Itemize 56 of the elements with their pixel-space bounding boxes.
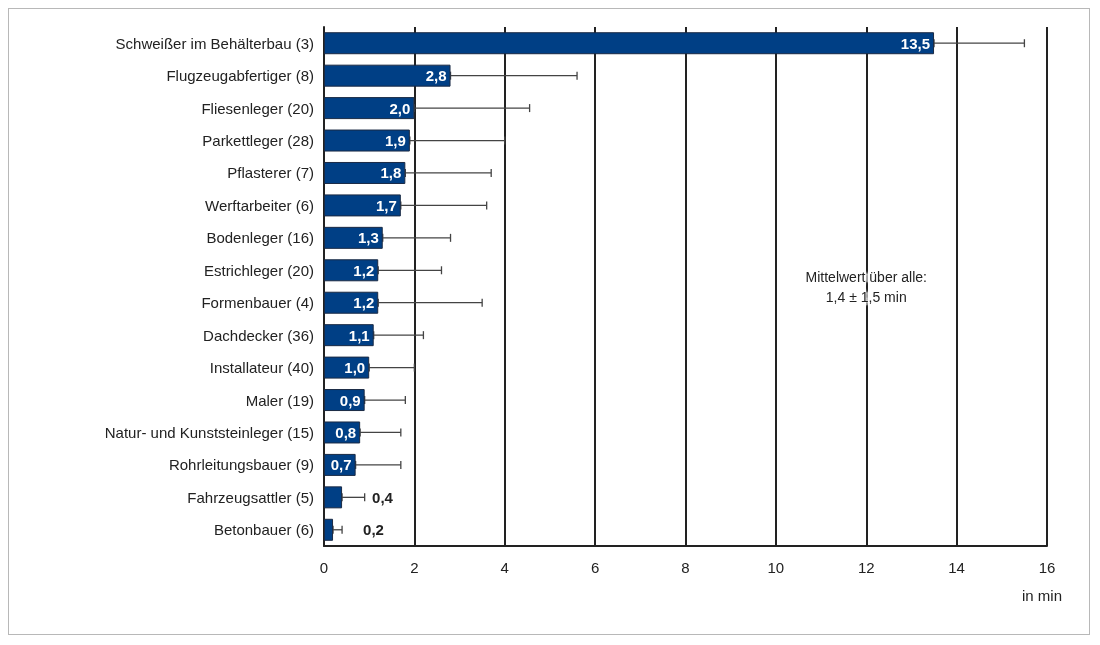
bar xyxy=(324,259,379,282)
x-tick-label: 6 xyxy=(590,559,600,576)
x-tick-label: 8 xyxy=(681,559,690,576)
y-tick-label: Estrichleger (20) xyxy=(203,261,314,279)
bar xyxy=(324,421,361,444)
data-label: 1,0 xyxy=(344,359,366,377)
y-tick-label: Maler (19) xyxy=(245,391,314,409)
y-tick-label: Fliesenleger (20) xyxy=(201,99,314,117)
y-tick-label: Parkettleger (28) xyxy=(202,132,314,150)
bar xyxy=(324,97,415,120)
data-label: 0,8 xyxy=(335,423,357,441)
x-tick-label: 0 xyxy=(319,559,329,576)
x-tick-label: 16 xyxy=(1038,559,1056,576)
y-tick-label: Dachdecker (36) xyxy=(203,326,314,344)
bar xyxy=(324,291,379,314)
y-tick-label: Flugzeugabfertiger (8) xyxy=(166,67,314,85)
y-tick-label: Pflasterer (7) xyxy=(227,164,314,182)
bar xyxy=(324,356,370,379)
y-tick-label: Betonbauer (6) xyxy=(213,521,314,539)
data-label: 0,2 xyxy=(363,521,384,539)
bar xyxy=(324,32,935,55)
bar xyxy=(324,129,410,152)
x-tick-label: 14 xyxy=(948,559,965,576)
data-label: 1,1 xyxy=(348,326,370,344)
x-tick-label: 12 xyxy=(857,559,875,576)
x-tick-label: 2 xyxy=(410,559,419,576)
y-tick-label: Natur- und Kunststeinleger (15) xyxy=(104,423,314,441)
data-label: 1,7 xyxy=(375,196,397,214)
data-label: 0,9 xyxy=(339,391,361,409)
bar xyxy=(324,64,451,87)
data-label: 2,0 xyxy=(389,99,411,117)
x-axis-title: in min xyxy=(1021,587,1062,604)
y-tick-label: Bodenleger (16) xyxy=(206,229,314,247)
y-tick-label: Fahrzeugsattler (5) xyxy=(187,488,314,506)
data-label: 1,2 xyxy=(353,294,375,312)
x-tick-label: 4 xyxy=(500,559,509,576)
bar xyxy=(324,161,406,184)
bar xyxy=(324,324,374,347)
data-label: 0,7 xyxy=(330,456,352,474)
data-label: 2,8 xyxy=(425,67,447,85)
bar xyxy=(324,518,334,541)
bar xyxy=(324,226,383,249)
x-tick-label: 10 xyxy=(767,559,785,576)
bar xyxy=(324,486,343,509)
y-tick-label: Formenbauer (4) xyxy=(201,294,314,312)
data-label: 0,4 xyxy=(372,488,394,506)
data-label: 1,9 xyxy=(385,132,406,150)
y-tick-label: Werftarbeiter (6) xyxy=(205,196,314,214)
bar xyxy=(324,194,401,217)
y-tick-label: Installateur (40) xyxy=(209,359,314,377)
data-label: 13,5 xyxy=(900,34,931,52)
data-label: 1,8 xyxy=(380,164,402,182)
y-tick-label: Schweißer im Behälterbau (3) xyxy=(115,34,314,52)
data-label: 1,2 xyxy=(353,261,375,279)
y-tick-label: Rohrleitungsbauer (9) xyxy=(168,456,314,474)
data-label: 1,3 xyxy=(357,229,379,247)
